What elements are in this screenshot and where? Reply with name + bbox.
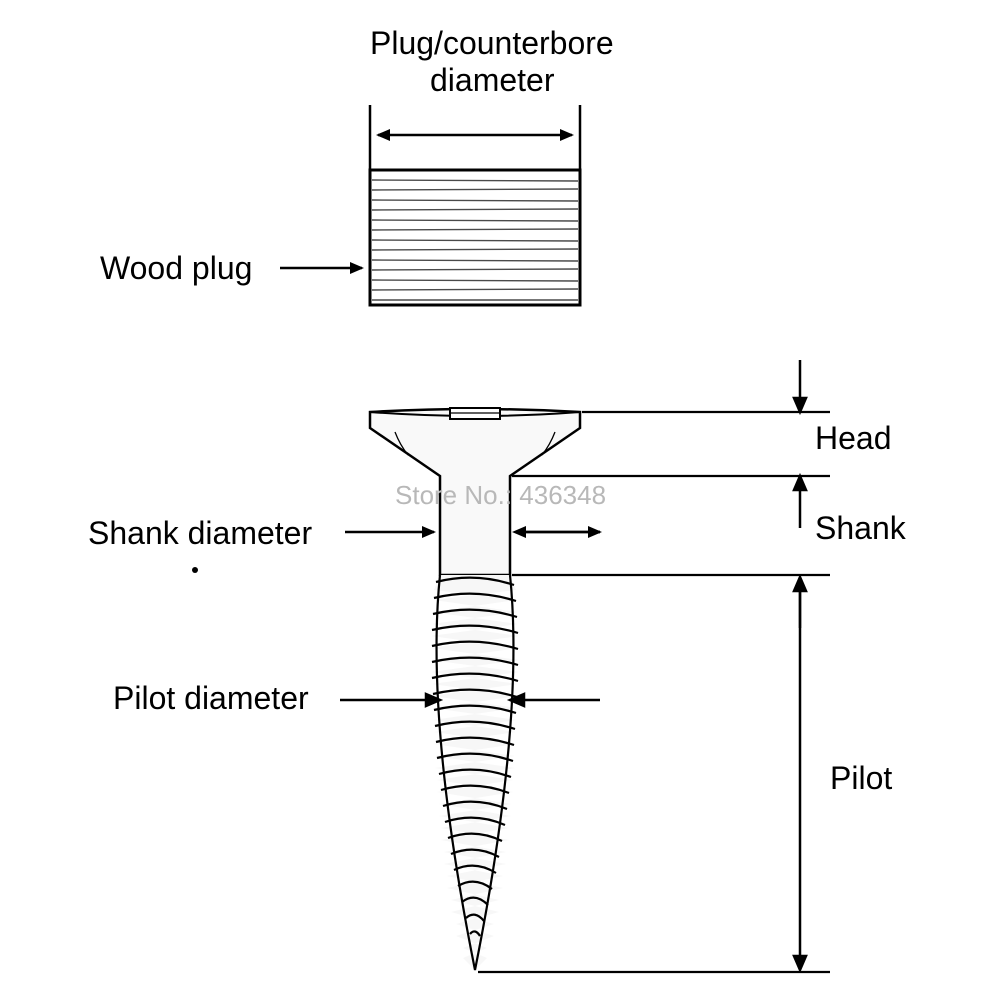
label-wood-plug: Wood plug <box>100 250 252 287</box>
right-dim-arrows <box>794 360 806 970</box>
label-shank-diameter: Shank diameter <box>88 515 312 552</box>
label-plug-counterbore-2: diameter <box>430 62 555 99</box>
label-plug-counterbore-1: Plug/counterbore <box>370 25 614 62</box>
watermark: Store No.: 436348 <box>395 480 606 511</box>
label-head: Head <box>815 420 892 457</box>
label-pilot: Pilot <box>830 760 892 797</box>
wood-plug <box>370 170 580 305</box>
stray-dot <box>192 567 198 573</box>
label-shank: Shank <box>815 510 906 547</box>
label-pilot-diameter: Pilot diameter <box>113 680 309 717</box>
plug-dimension <box>370 105 580 170</box>
